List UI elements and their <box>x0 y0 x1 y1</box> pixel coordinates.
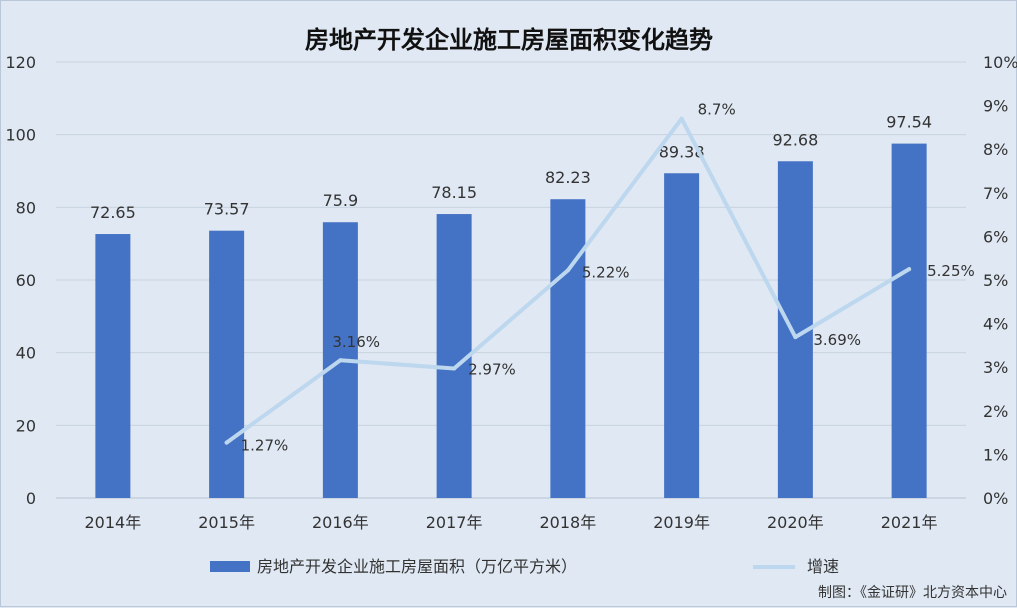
bar <box>95 234 131 498</box>
bar-value-label: 78.15 <box>431 183 477 202</box>
category-label: 2014年 <box>85 513 142 532</box>
left-tick-label: 100 <box>5 126 36 145</box>
bar <box>891 143 927 498</box>
line-series <box>224 116 912 445</box>
bar-value-label: 92.68 <box>772 130 818 149</box>
category-label: 2021年 <box>881 513 938 532</box>
bar-value-label: 75.9 <box>323 191 359 210</box>
legend-bar-label: 房地产开发企业施工房屋面积（万亿平方米） <box>257 557 577 576</box>
left-axis: 0 20 40 60 80 100 120 <box>5 53 36 508</box>
left-tick-label: 60 <box>16 271 36 290</box>
growth-rate-label: 1.27% <box>241 437 289 455</box>
right-tick-label: 1% <box>983 445 1008 464</box>
bar-value-label: 73.57 <box>204 200 250 219</box>
bar <box>550 199 586 498</box>
legend-bar-swatch <box>210 561 250 572</box>
category-label: 2018年 <box>540 513 597 532</box>
left-tick-label: 20 <box>16 416 36 435</box>
left-tick-label: 0 <box>26 489 36 508</box>
category-label: 2020年 <box>767 513 824 532</box>
growth-rate-label: 5.25% <box>927 262 975 280</box>
growth-rate-label: 3.69% <box>813 331 861 349</box>
chart-title: 房地产开发企业施工房屋面积变化趋势 <box>305 26 713 54</box>
category-label: 2017年 <box>426 513 483 532</box>
right-tick-label: 8% <box>983 140 1008 159</box>
growth-rate-label: 8.7% <box>698 101 736 119</box>
bar-value-label: 82.23 <box>545 168 591 187</box>
bar-series <box>95 143 927 499</box>
growth-rate-point <box>565 268 570 273</box>
legend-line-label: 增速 <box>807 557 839 576</box>
bar-value-label: 97.54 <box>886 113 932 132</box>
legend: 房地产开发企业施工房屋面积（万亿平方米） 增速 <box>210 557 839 576</box>
right-tick-label: 10% <box>983 53 1017 72</box>
growth-rate-point <box>224 440 229 445</box>
category-label: 2019年 <box>653 513 710 532</box>
bar-value-label: 72.65 <box>90 203 136 222</box>
growth-rate-label: 2.97% <box>468 361 516 379</box>
category-label: 2015年 <box>198 513 255 532</box>
line-data-labels: 1.27% 3.16% 2.97% 5.22% 8.7% 3.69% 5.25% <box>241 101 975 455</box>
right-tick-label: 0% <box>983 489 1008 508</box>
category-label: 2016年 <box>312 513 369 532</box>
growth-rate-point <box>452 366 457 371</box>
growth-rate-point <box>338 358 343 363</box>
growth-rate-point <box>793 335 798 340</box>
left-tick-label: 40 <box>16 344 36 363</box>
bar-value-label: 89.38 <box>659 142 705 161</box>
right-tick-label: 4% <box>983 315 1008 334</box>
left-tick-label: 120 <box>5 53 36 72</box>
right-tick-label: 5% <box>983 271 1008 290</box>
category-axis: 2014年 2015年 2016年 2017年 2018年 2019年 2020年 2021年 <box>85 513 938 532</box>
right-tick-label: 7% <box>983 184 1008 203</box>
bar-data-labels: 72.65 73.57 75.9 78.15 82.23 89.38 92.68 97.54 <box>90 113 932 222</box>
left-tick-label: 80 <box>16 198 36 217</box>
bar <box>664 173 700 498</box>
growth-rate-point <box>907 267 912 272</box>
source-note: 制图：《金证研》北方资本中心 <box>818 585 1007 601</box>
gridlines <box>56 61 966 499</box>
right-tick-label: 9% <box>983 97 1008 116</box>
growth-rate-label: 3.16% <box>332 333 380 351</box>
right-axis: 0% 1% 2% 3% 4% 5% 6% 7% 8% 9% 10% <box>983 53 1017 508</box>
right-tick-label: 2% <box>983 402 1008 421</box>
right-tick-label: 6% <box>983 227 1008 246</box>
bar <box>209 230 245 498</box>
growth-rate-label: 5.22% <box>582 263 630 281</box>
right-tick-label: 3% <box>983 358 1008 377</box>
growth-rate-point <box>679 116 684 121</box>
